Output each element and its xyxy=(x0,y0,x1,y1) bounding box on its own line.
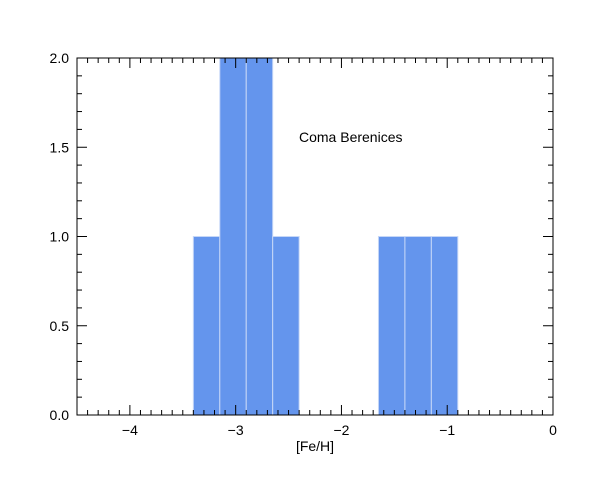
histogram-bar-2 xyxy=(245,57,274,416)
y-tick-label: 0.5 xyxy=(50,318,70,334)
histogram-bar-5 xyxy=(404,236,432,416)
y-tick-label: 1.0 xyxy=(50,229,70,245)
histogram-bar-3 xyxy=(272,236,300,416)
x-axis-label: [Fe/H] xyxy=(296,438,334,454)
x-tick-label: −2 xyxy=(333,422,349,438)
x-tick-label: −1 xyxy=(439,422,455,438)
histogram-bar-0 xyxy=(192,236,221,416)
x-tick-label: 0 xyxy=(549,422,557,438)
histogram-bar-4 xyxy=(377,236,406,416)
bars-group xyxy=(192,57,459,416)
histogram-bar-6 xyxy=(430,236,459,416)
y-tick-label: 0.0 xyxy=(50,407,70,423)
x-tick-label: −4 xyxy=(122,422,138,438)
x-tick-label: −3 xyxy=(228,422,244,438)
plot-frame xyxy=(76,57,554,416)
histogram-bar-1 xyxy=(219,57,247,416)
y-tick-label: 1.5 xyxy=(50,139,70,155)
ticks-group xyxy=(76,57,554,416)
y-tick-label: 2.0 xyxy=(50,50,70,66)
annotation-label: Coma Berenices xyxy=(299,129,403,145)
tick-labels-group: −4 −3 −2 −1 0 0.0 0.5 1.0 1.5 2.0 xyxy=(50,50,558,438)
